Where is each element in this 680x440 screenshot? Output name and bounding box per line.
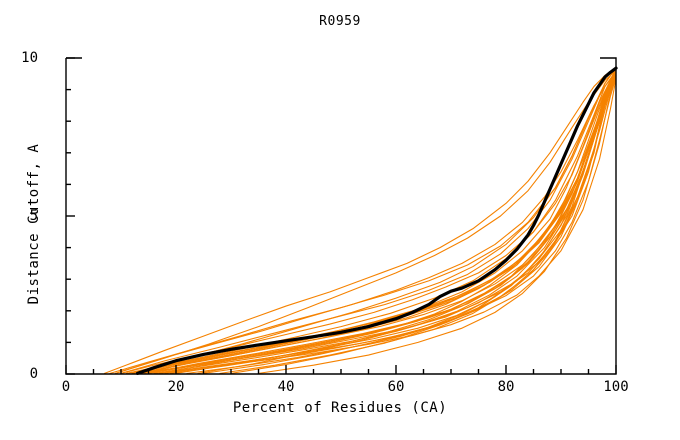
model-curve: [257, 73, 617, 374]
x-tick-label: 80: [497, 379, 515, 395]
x-tick-label: 40: [277, 379, 295, 395]
model-curve: [103, 66, 617, 374]
model-curve: [120, 69, 617, 374]
y-tick-label: 10: [21, 50, 38, 66]
model-curve: [158, 70, 617, 374]
model-curves-group: [103, 66, 617, 374]
x-axis-title: Percent of Residues (CA): [232, 400, 448, 416]
reference-curve-group: [135, 66, 618, 375]
y-tick-label: 0: [29, 366, 38, 382]
model-curve: [142, 67, 617, 374]
model-curve: [197, 74, 617, 374]
axes-group: [65, 57, 617, 375]
model-curve: [114, 70, 617, 374]
model-curve: [120, 67, 617, 374]
x-tick-label: 20: [167, 379, 185, 395]
reference-curve: [135, 66, 618, 375]
x-tick-label: 0: [61, 379, 71, 395]
x-tick-label: 100: [603, 379, 629, 395]
x-tick-label: 60: [387, 379, 405, 395]
model-curve: [142, 70, 617, 374]
model-curve: [109, 66, 617, 374]
y-tick-label: 5: [29, 208, 38, 224]
chart-title: R0959: [319, 14, 361, 29]
model-curve: [136, 69, 617, 374]
y-axis-title: Distance Cutoff, A: [26, 143, 42, 305]
model-curve: [114, 70, 617, 374]
